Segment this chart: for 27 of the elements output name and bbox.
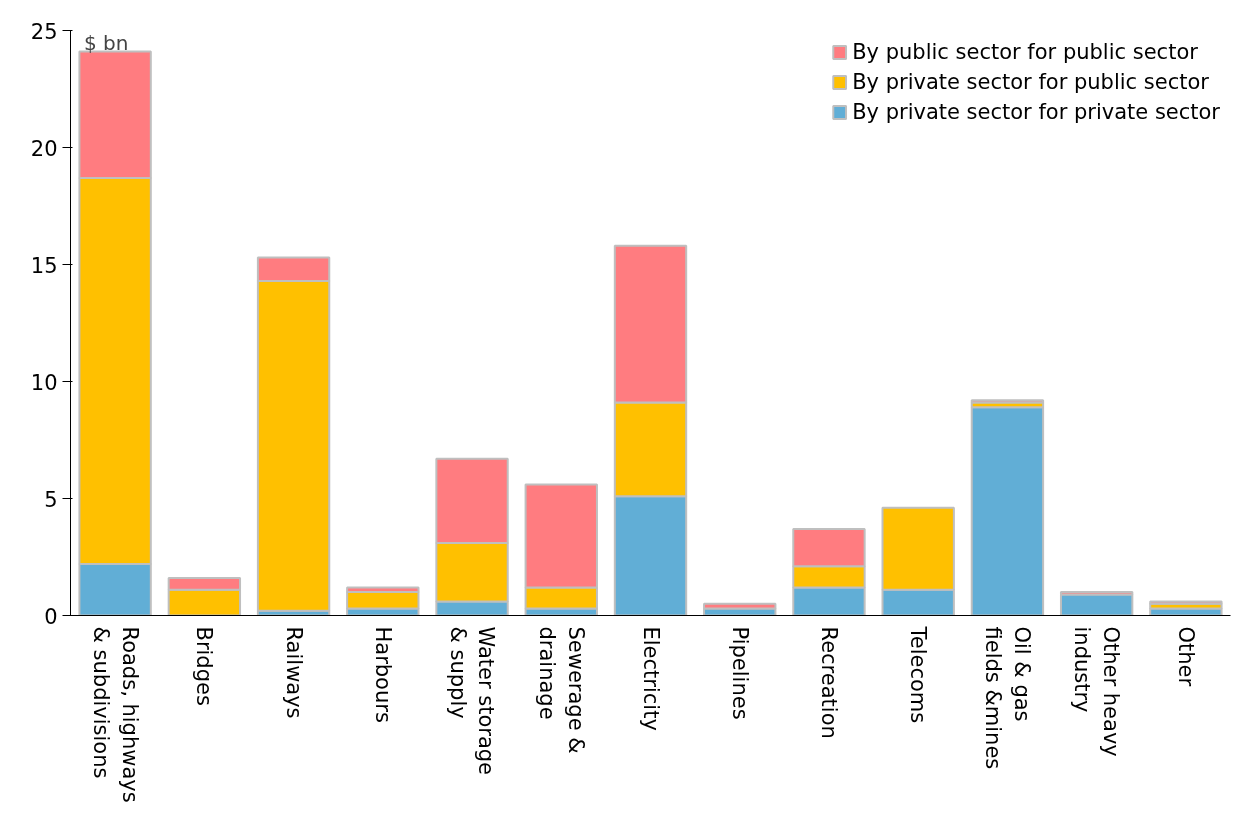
x-tick-label: Pipelines	[727, 626, 752, 720]
bar	[970, 399, 1045, 404]
y-tick-label: 5	[44, 487, 58, 512]
bar	[970, 406, 1045, 616]
x-tick-label: Water storage & supply	[445, 626, 499, 776]
y-axis-title: $ bn	[83, 30, 129, 55]
legend-label: By public sector for public sector	[852, 40, 1198, 64]
legend-label: By private sector for public sector	[852, 70, 1209, 94]
y-tick-label: 20	[30, 136, 58, 161]
x-tick-label: Telecoms	[906, 625, 931, 724]
y-tick-label: 0	[44, 604, 58, 629]
x-tick-label: Sewerage & drainage	[534, 626, 588, 754]
x-tick-label: Railways	[281, 626, 306, 719]
x-tick-label: Recreation	[816, 626, 841, 739]
x-tick-label: Electricity	[638, 626, 663, 731]
x-tick-label: Harbours	[370, 626, 395, 723]
x-tick-label: Bridges	[192, 626, 217, 706]
bar	[1059, 593, 1134, 616]
y-tick-label: 25	[30, 19, 58, 44]
y-tick-label: 15	[30, 253, 58, 278]
legend-label: By private sector for private sector	[852, 100, 1220, 124]
y-tick-label: 10	[30, 370, 58, 395]
x-tick-label: Oil & gas fields &mines	[981, 626, 1034, 770]
x-tick-label: Roads, highways & subdivisions	[88, 626, 142, 803]
x-tick-label: Other heavy industry	[1070, 626, 1124, 757]
bar	[1149, 600, 1223, 605]
x-tick-label: Other	[1173, 626, 1198, 687]
